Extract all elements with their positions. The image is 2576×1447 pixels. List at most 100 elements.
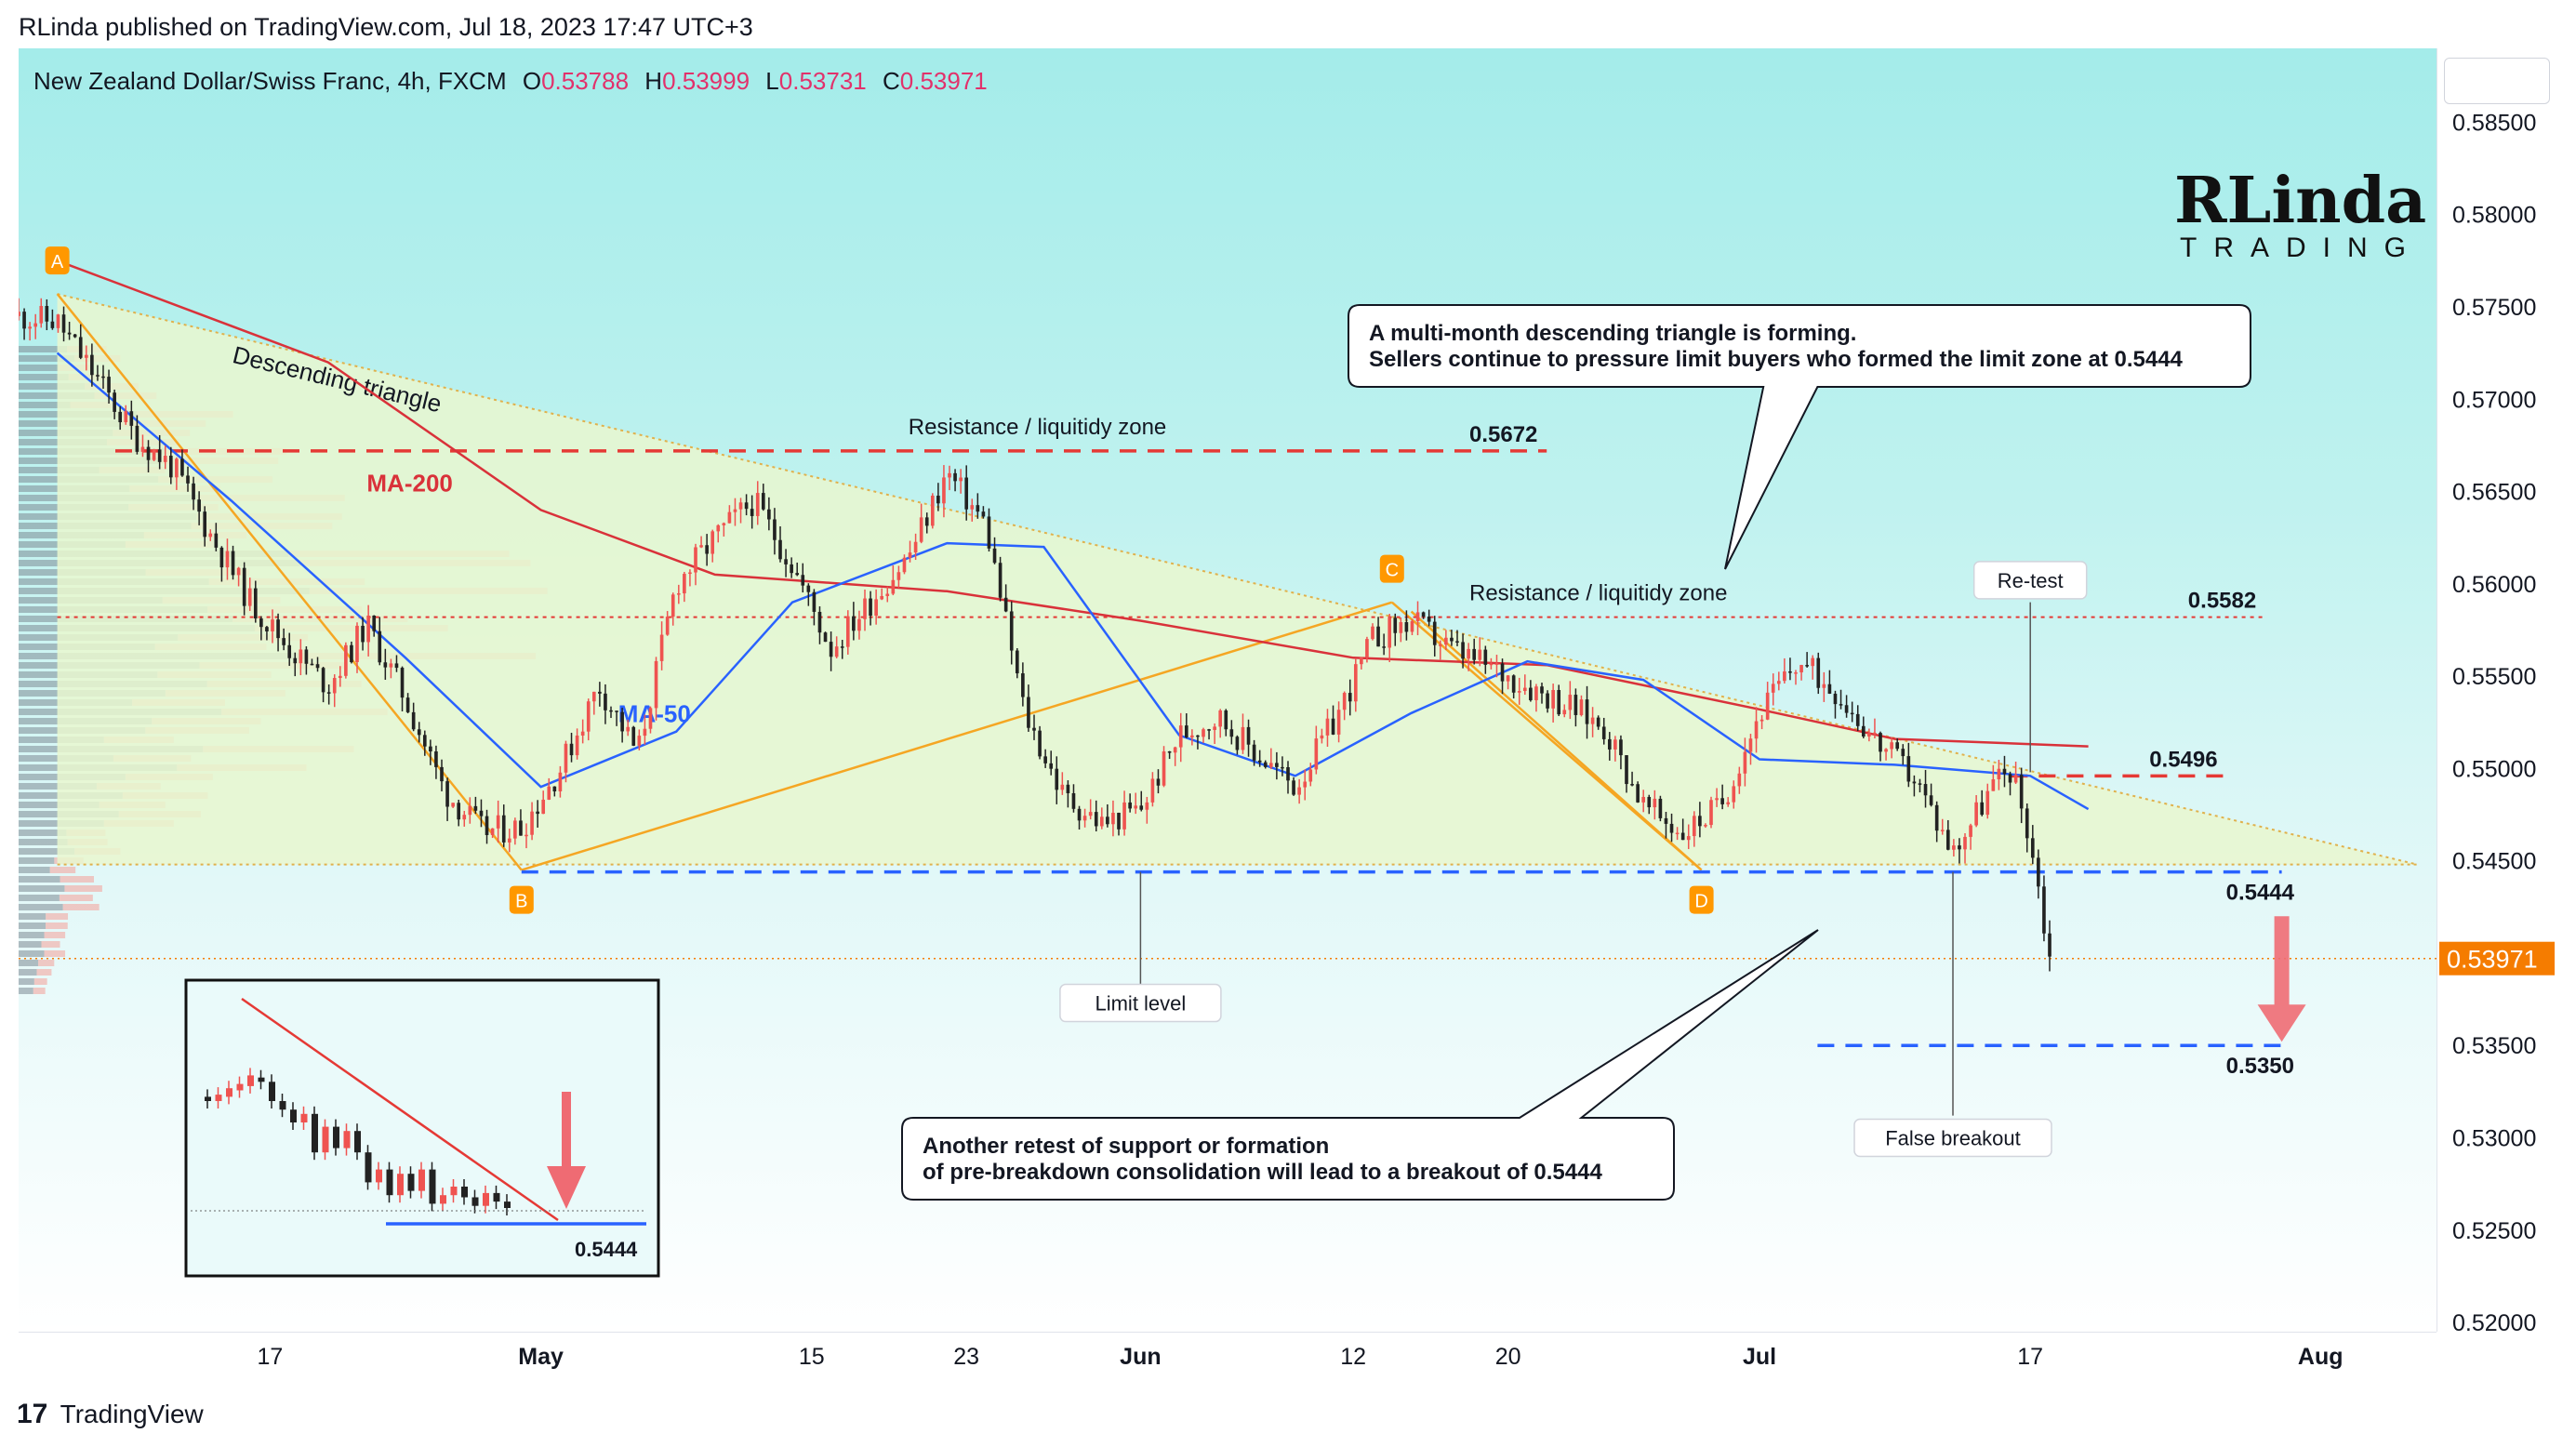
candle-body bbox=[56, 314, 60, 328]
candle-body bbox=[806, 585, 811, 592]
candle-body bbox=[1292, 780, 1295, 795]
candle-body bbox=[795, 573, 800, 576]
inset-candle-body bbox=[226, 1088, 232, 1097]
candle-body bbox=[1765, 692, 1770, 720]
price-axis-labels: 0.58500 0.58000 0.57500 0.57000 0.56500 0.560… bbox=[2439, 110, 2555, 1332]
candle-body bbox=[845, 616, 850, 647]
candle-body bbox=[1049, 763, 1054, 769]
candle-body bbox=[1455, 641, 1459, 643]
volume-profile-bar bbox=[19, 830, 67, 836]
volume-profile-bar bbox=[44, 932, 66, 938]
candle-body bbox=[287, 644, 292, 658]
candle-body bbox=[1945, 830, 1950, 850]
high-label: H bbox=[644, 67, 663, 95]
price-tick-label: 0.57500 bbox=[2452, 295, 2536, 321]
candle-body bbox=[310, 663, 314, 666]
candle-body bbox=[1145, 802, 1149, 810]
price-tick-label: 0.55500 bbox=[2452, 664, 2536, 690]
volume-profile-bar bbox=[19, 923, 46, 929]
candle-body bbox=[1704, 825, 1707, 827]
triangle-callout-text: A multi-month descending triangle is for… bbox=[1369, 321, 1856, 346]
candle-body bbox=[1562, 710, 1567, 715]
time-tick-label: Jul bbox=[1743, 1344, 1776, 1370]
volume-profile-bar bbox=[19, 988, 33, 994]
candle-body bbox=[50, 321, 55, 328]
candle-body bbox=[507, 838, 511, 843]
candle-body bbox=[372, 615, 377, 631]
candle-body bbox=[880, 595, 884, 600]
open-value: 0.53788 bbox=[541, 67, 630, 95]
candle-body bbox=[1923, 784, 1928, 796]
inset-candle-body bbox=[471, 1197, 479, 1206]
volume-profile-bar bbox=[19, 355, 75, 362]
candle-body bbox=[631, 726, 636, 746]
candle-body bbox=[2019, 775, 2024, 809]
volume-profile-bar bbox=[19, 365, 59, 371]
footer-brand[interactable]: 17 TradingView bbox=[17, 1399, 204, 1430]
candle-body bbox=[1522, 687, 1527, 692]
candle-body bbox=[688, 572, 692, 575]
axis-settings-box[interactable] bbox=[2444, 58, 2550, 104]
candle-body bbox=[1235, 737, 1240, 750]
price-tick-label: 0.53000 bbox=[2452, 1126, 2536, 1152]
candle-body bbox=[1839, 704, 1843, 706]
candle-body bbox=[744, 502, 749, 510]
low-label: L bbox=[765, 67, 779, 95]
price-tick-label: 0.53500 bbox=[2452, 1033, 2536, 1059]
logo-main: RLinda bbox=[2174, 164, 2427, 238]
candle-body bbox=[140, 446, 145, 452]
candle-body bbox=[620, 711, 624, 732]
volume-profile-bar bbox=[19, 402, 71, 408]
inset-candle-body bbox=[247, 1075, 254, 1086]
candle-body bbox=[569, 743, 574, 756]
candle-body bbox=[1771, 684, 1775, 693]
price-axis[interactable]: 0.58500 0.58000 0.57500 0.57000 0.56500 0.560… bbox=[2437, 48, 2556, 1332]
candle-body bbox=[552, 786, 557, 792]
candle-body bbox=[411, 711, 416, 730]
candle-body bbox=[1906, 756, 1911, 782]
candle-body bbox=[473, 805, 478, 811]
candle-body bbox=[490, 828, 495, 835]
candle-body bbox=[293, 657, 298, 664]
time-axis[interactable]: 17 May 15 23 Jun 12 20 Jul 17 Aug bbox=[19, 1332, 2437, 1379]
candle-body bbox=[1134, 805, 1138, 809]
candle-body bbox=[1619, 739, 1623, 756]
low-value: 0.53731 bbox=[778, 67, 867, 95]
candle-body bbox=[107, 377, 111, 393]
candle-body bbox=[1783, 671, 1786, 682]
candle-body bbox=[1399, 622, 1403, 633]
candle-body bbox=[1895, 742, 1900, 750]
candle-body bbox=[1546, 693, 1549, 709]
candle-body bbox=[1241, 726, 1245, 750]
candle-body bbox=[422, 735, 427, 747]
candle-body bbox=[1111, 812, 1115, 825]
candle-body bbox=[1021, 673, 1025, 697]
candle-body bbox=[1918, 783, 1922, 785]
candle-body bbox=[683, 574, 686, 594]
candle-body bbox=[1015, 650, 1019, 674]
candle-body bbox=[1500, 663, 1505, 682]
candle-body bbox=[1901, 749, 1905, 757]
price-tick-label: 0.57000 bbox=[2452, 387, 2536, 413]
candle-body bbox=[1991, 778, 1996, 791]
pattern-point-label: D bbox=[1694, 892, 1707, 912]
candle-body bbox=[524, 834, 528, 837]
chart-frame[interactable]: Descending triangle 0.5672 Resistance / l… bbox=[19, 48, 2556, 1379]
volume-profile-bar bbox=[46, 913, 69, 920]
candle-body bbox=[299, 649, 303, 664]
candle-body bbox=[344, 644, 348, 676]
candle-body bbox=[124, 411, 128, 423]
candle-body bbox=[259, 618, 263, 628]
annotations: A B C D Limit level Re-test False breakout A mu… bbox=[45, 246, 2306, 1278]
candle-body bbox=[1388, 617, 1392, 648]
candle-body bbox=[659, 634, 664, 661]
candle-body bbox=[1360, 657, 1363, 665]
candle-body bbox=[1940, 830, 1945, 831]
candle-body bbox=[326, 692, 331, 694]
candle-body bbox=[778, 539, 782, 560]
candle-body bbox=[1167, 751, 1172, 753]
candle-body bbox=[219, 547, 224, 568]
candle-body bbox=[722, 523, 726, 525]
candle-body bbox=[1071, 792, 1076, 809]
